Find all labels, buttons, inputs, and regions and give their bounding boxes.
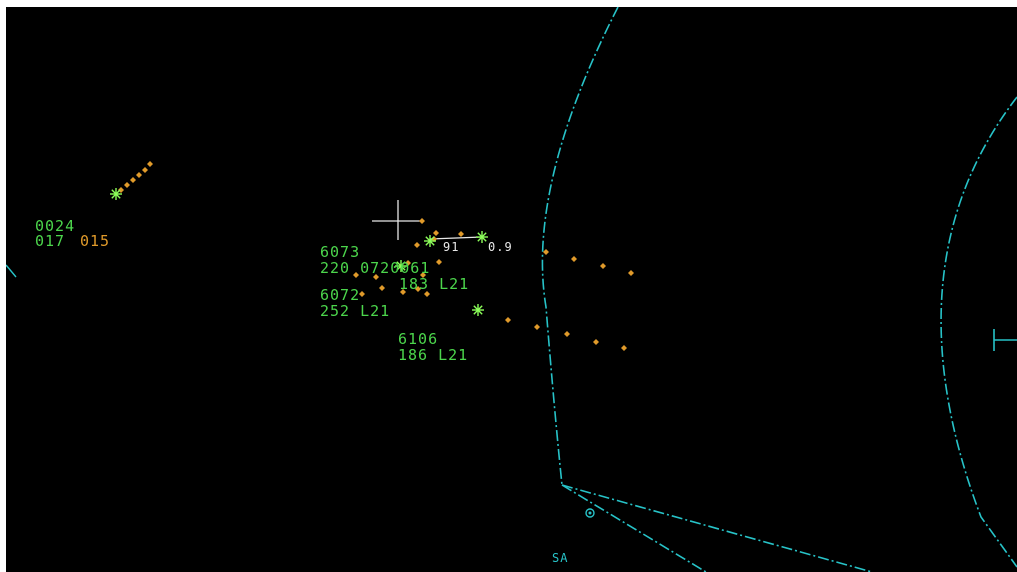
bearing-readout: 91 (443, 240, 460, 254)
fix-label: SA (552, 551, 569, 565)
datablock-6073-line2[interactable]: 220 0720061 (320, 259, 431, 277)
diamond-history-icon (414, 242, 420, 248)
diamond-history-icon (147, 161, 153, 167)
boundary-tick-west (6, 264, 17, 278)
diamond-history-icon (436, 259, 442, 265)
asterisk-target-icon[interactable] (476, 231, 488, 243)
diamond-history-icon (373, 274, 379, 280)
datablock-0024-line1[interactable]: 0024 (35, 217, 76, 235)
diamond-history-icon (571, 256, 577, 262)
datablock-6061-line2[interactable]: 183 L21 (399, 275, 470, 293)
diamond-history-icon (136, 172, 142, 178)
datablock-6072-line1[interactable]: 6072 (320, 286, 361, 304)
target-layer (110, 188, 488, 316)
radar-scope[interactable] (6, 7, 1017, 572)
diamond-history-icon (359, 291, 365, 297)
datablock-6106-line1[interactable]: 6106 (398, 330, 439, 348)
diamond-history-icon (564, 331, 570, 337)
asterisk-target-icon[interactable] (472, 304, 484, 316)
datablock-6073-line1[interactable]: 6073 (320, 243, 361, 261)
diamond-history-icon (593, 339, 599, 345)
datablock-0024-altitude[interactable]: 017 (35, 232, 66, 250)
radar-display[interactable]: 0024 017 015 6073 220 0720061 183 L21 60… (6, 7, 1017, 572)
diamond-history-icon (419, 218, 425, 224)
range-bearing-line (429, 236, 483, 240)
diamond-history-icon (142, 167, 148, 173)
diamond-history-icon (600, 263, 606, 269)
diamond-history-icon (405, 260, 411, 266)
diamond-history-icon (379, 285, 385, 291)
asterisk-target-icon[interactable] (424, 235, 436, 247)
diamond-history-icon (124, 182, 130, 188)
diamond-history-icon (118, 187, 124, 193)
diamond-history-icon (628, 270, 634, 276)
circle-fix-icon (585, 508, 595, 518)
datablock-0024-assigned-altitude[interactable]: 015 (80, 232, 111, 250)
diamond-history-icon (353, 272, 359, 278)
outer-range-arc (940, 96, 1017, 568)
runway-marker (993, 329, 1017, 351)
range-readout: 0.9 (488, 240, 513, 254)
crosshair-cursor-icon (372, 200, 420, 240)
diamond-history-icon (433, 230, 439, 236)
diamond-history-icon (458, 231, 464, 237)
datablock-6106-line2[interactable]: 186 L21 (398, 346, 469, 364)
airspace-boundary-line-south (561, 484, 707, 572)
diamond-history-icon (505, 317, 511, 323)
diamond-history-icon (130, 177, 136, 183)
asterisk-target-icon[interactable] (395, 260, 407, 272)
diamond-history-icon (534, 324, 540, 330)
diamond-history-icon (400, 289, 406, 295)
diamond-history-icon (543, 249, 549, 255)
history-trail-layer (118, 161, 634, 351)
asterisk-target-icon[interactable] (110, 188, 122, 200)
airspace-boundary-arc (541, 7, 619, 486)
diamond-history-icon (415, 286, 421, 292)
diamond-history-icon (420, 272, 426, 278)
diamond-history-icon (621, 345, 627, 351)
airspace-boundary-line-east (561, 484, 873, 572)
datablock-6072-line2[interactable]: 252 L21 (320, 302, 391, 320)
diamond-history-icon (424, 291, 430, 297)
